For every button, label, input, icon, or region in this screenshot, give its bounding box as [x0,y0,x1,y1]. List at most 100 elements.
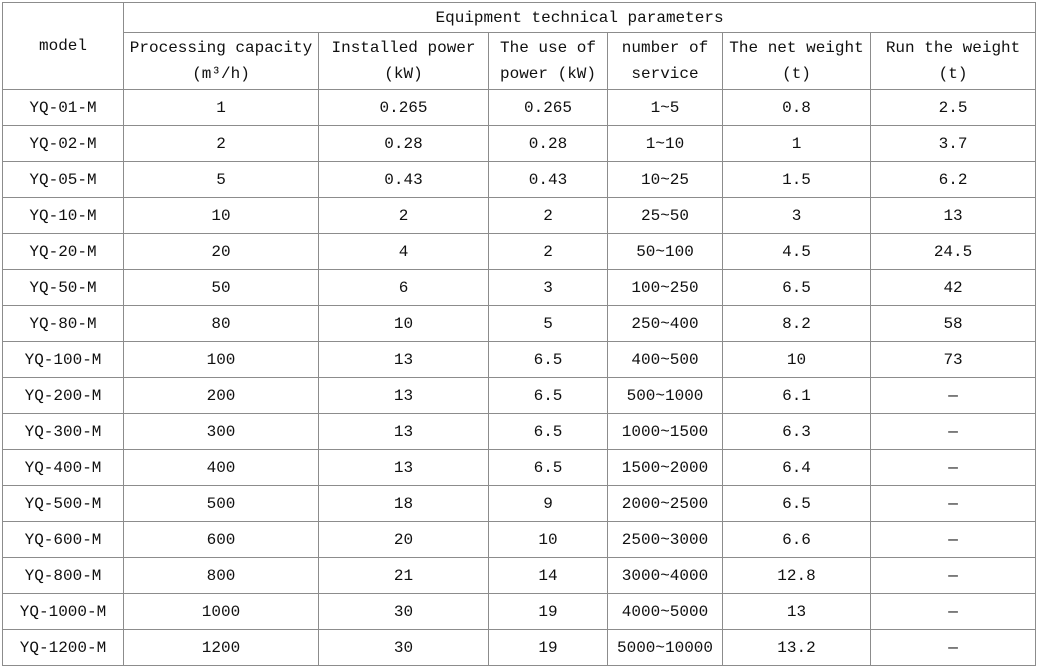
table-row: YQ-05-M 5 0.43 0.43 10~25 1.5 6.2 [2,161,1037,198]
installed-power-cell: 10 [318,305,489,342]
model-cell: YQ-01-M [2,89,124,126]
use-power-cell: 9 [488,485,608,522]
column-header-use-of-power: The use of power (kW) [488,32,608,90]
capacity-cell: 300 [123,413,319,450]
net-weight-cell: 13.2 [722,629,871,666]
table-header-row-2: Processing capacity (m³/h) Installed pow… [3,32,1037,90]
service-cell: 1500~2000 [607,449,723,486]
service-cell: 2000~2500 [607,485,723,522]
installed-power-cell: 13 [318,449,489,486]
header-line-1: Processing capacity [129,39,313,57]
model-cell: YQ-1200-M [2,629,124,666]
model-cell: YQ-100-M [2,341,124,378]
capacity-cell: 2 [123,125,319,162]
installed-power-cell: 30 [318,593,489,630]
table-header-row-1: model Equipment technical parameters [2,2,1037,90]
net-weight-cell: 0.8 [722,89,871,126]
use-power-cell: 0.43 [488,161,608,198]
run-weight-cell: 24.5 [869,233,1037,270]
service-cell: 50~100 [607,233,723,270]
model-cell: YQ-200-M [2,377,124,414]
net-weight-cell: 6.3 [722,413,871,450]
service-cell: 400~500 [607,341,723,378]
model-cell: YQ-10-M [2,197,124,234]
header-line-2: (kW) [384,65,423,83]
installed-power-cell: 13 [318,377,489,414]
installed-power-cell: 0.28 [318,125,489,162]
table-row: YQ-300-M 300 13 6.5 1000~1500 6.3 — [2,413,1037,450]
table-row: YQ-50-M 50 6 3 100~250 6.5 42 [2,269,1037,306]
service-cell: 250~400 [607,305,723,342]
net-weight-cell: 13 [722,593,871,630]
table-row: YQ-500-M 500 18 9 2000~2500 6.5 — [2,485,1037,522]
net-weight-cell: 6.1 [722,377,871,414]
use-power-cell: 2 [488,197,608,234]
use-power-cell: 10 [488,521,608,558]
model-cell: YQ-05-M [2,161,124,198]
run-weight-cell: 3.7 [869,125,1037,162]
column-header-net-weight: The net weight (t) [722,32,871,90]
use-power-cell: 0.28 [488,125,608,162]
capacity-cell: 1200 [123,629,319,666]
header-line-2: service [631,65,699,83]
column-header-installed-power: Installed power (kW) [318,32,489,90]
net-weight-cell: 1.5 [722,161,871,198]
run-weight-cell: — [869,413,1037,450]
installed-power-cell: 4 [318,233,489,270]
run-weight-cell: — [869,629,1037,666]
header-line-1: The net weight [729,39,864,57]
net-weight-cell: 6.5 [722,269,871,306]
net-weight-cell: 3 [722,197,871,234]
table-row: YQ-20-M 20 4 2 50~100 4.5 24.5 [2,233,1037,270]
service-cell: 4000~5000 [607,593,723,630]
use-power-cell: 19 [488,629,608,666]
run-weight-cell: 2.5 [869,89,1037,126]
service-cell: 25~50 [607,197,723,234]
installed-power-cell: 0.43 [318,161,489,198]
header-line-1: Run the weight [885,39,1021,57]
header-line-1: number of [621,39,709,57]
installed-power-cell: 2 [318,197,489,234]
run-weight-cell: — [869,593,1037,630]
run-weight-cell: — [869,485,1037,522]
service-cell: 3000~4000 [607,557,723,594]
installed-power-cell: 13 [318,341,489,378]
capacity-cell: 50 [123,269,319,306]
table-row: YQ-400-M 400 13 6.5 1500~2000 6.4 — [2,449,1037,486]
service-cell: 10~25 [607,161,723,198]
service-cell: 5000~10000 [607,629,723,666]
run-weight-cell: — [869,449,1037,486]
model-cell: YQ-400-M [2,449,124,486]
table-row: YQ-800-M 800 21 14 3000~4000 12.8 — [2,557,1037,594]
use-power-cell: 2 [488,233,608,270]
column-header-run-weight: Run the weight (t) [869,32,1037,90]
run-weight-cell: — [869,377,1037,414]
run-weight-cell: — [869,521,1037,558]
net-weight-cell: 4.5 [722,233,871,270]
model-cell: YQ-500-M [2,485,124,522]
net-weight-cell: 6.4 [722,449,871,486]
model-cell: YQ-1000-M [2,593,124,630]
model-cell: YQ-80-M [2,305,124,342]
installed-power-cell: 13 [318,413,489,450]
net-weight-cell: 10 [722,341,871,378]
table-row: YQ-1200-M 1200 30 19 5000~10000 13.2 — [2,629,1037,666]
capacity-cell: 1000 [123,593,319,630]
table-row: YQ-80-M 80 10 5 250~400 8.2 58 [2,305,1037,342]
installed-power-cell: 20 [318,521,489,558]
service-cell: 1000~1500 [607,413,723,450]
use-power-cell: 6.5 [488,377,608,414]
capacity-cell: 200 [123,377,319,414]
installed-power-cell: 18 [318,485,489,522]
use-power-cell: 5 [488,305,608,342]
service-cell: 1~5 [607,89,723,126]
run-weight-cell: 58 [869,305,1037,342]
model-cell: YQ-02-M [2,125,124,162]
model-cell: YQ-800-M [2,557,124,594]
run-weight-cell: 73 [869,341,1037,378]
capacity-cell: 20 [123,233,319,270]
table-title: Equipment technical parameters [122,2,1037,33]
run-weight-cell: 13 [869,197,1037,234]
installed-power-cell: 6 [318,269,489,306]
